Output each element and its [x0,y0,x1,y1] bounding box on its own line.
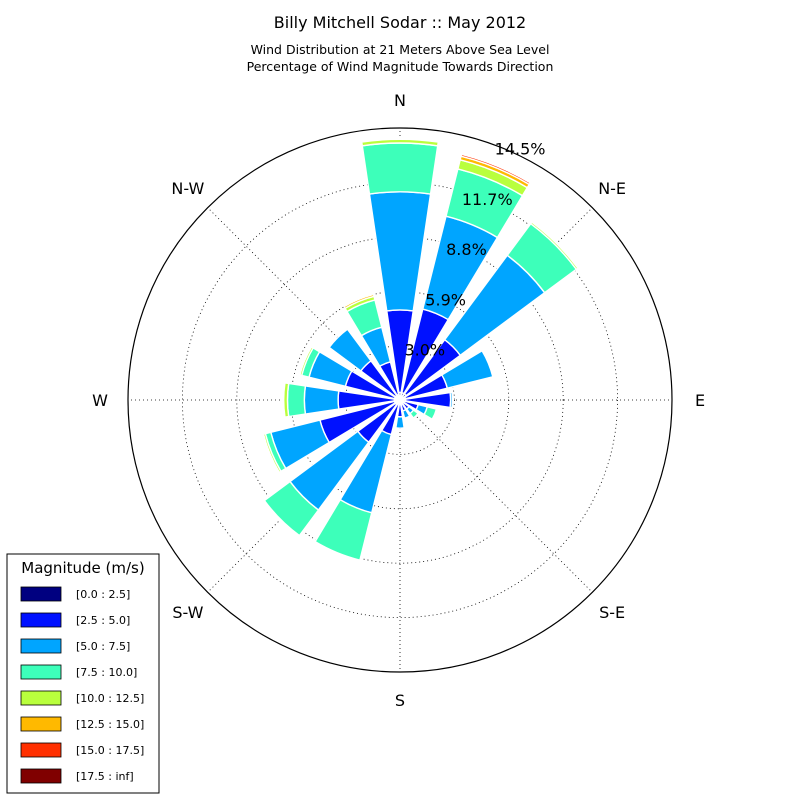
direction-label-n-w: N-W [171,179,204,198]
wedge-sector-0-bin-4 [360,138,440,147]
direction-label-e: E [695,391,705,410]
wind-bars [262,138,579,561]
wedge-sector-1-bin-6 [460,153,532,186]
direction-label-n-e: N-E [598,179,626,198]
legend-label-3: [7.5 : 10.0] [76,666,137,679]
legend-swatch-0 [20,586,62,602]
legend-swatch-7 [20,768,62,784]
legend-label-5: [12.5 : 15.0] [76,718,144,731]
legend-label-7: [17.5 : inf] [76,770,134,783]
direction-label-s-e: S-E [599,603,625,622]
polar-ring-0 [345,345,455,455]
ring-label-1: 5.9% [425,290,466,309]
wedge-sector-12-bin-2 [303,385,340,415]
legend: Magnitude (m/s) [0.0 : 2.5] [2.5 : 5.0] [5… [6,553,160,794]
direction-label-w: W [92,391,108,410]
legend-swatch-6 [20,742,62,758]
chart-subtitle-line-1: Wind Distribution at 21 Meters Above Sea… [251,42,550,57]
legend-label-2: [5.0 : 7.5] [76,640,130,653]
chart-title: Billy Mitchell Sodar :: May 2012 [274,13,526,32]
wedge-sector-12-bin-3 [286,382,307,418]
legend-items: [0.0 : 2.5] [2.5 : 5.0] [5.0 : 7.5] [7.5 : … [20,586,144,784]
chart-subtitle-line-2: Percentage of Wind Magnitude Towards Dir… [247,59,554,74]
wedge-sector-11-bin-4 [262,432,282,474]
legend-swatch-4 [20,690,62,706]
wedge-sector-6-bin-3 [409,409,420,420]
legend-swatch-5 [20,716,62,732]
legend-label-4: [10.0 : 12.5] [76,692,144,705]
ring-label-2: 8.8% [446,240,487,259]
ring-label-3: 11.7% [462,190,513,209]
legend-label-1: [2.5 : 5.0] [76,614,130,627]
legend-title: Magnitude (m/s) [21,559,144,577]
wedge-sector-14-bin-2 [328,328,372,372]
polar-outer-circle [127,127,673,673]
ring-label-4: 14.5% [495,140,546,159]
wedge-sector-2-bin-4 [529,221,579,271]
legend-swatch-3 [20,664,62,680]
wedge-sector-4-bin-2 [449,391,454,409]
wedge-sector-12-bin-4 [282,382,290,418]
wedge-sector-0-bin-2 [368,191,432,312]
wedge-sector-15-bin-5 [343,293,375,310]
direction-label-s-w: S-W [172,603,203,622]
polar-ring-3 [181,181,619,619]
legend-swatch-2 [20,638,62,654]
wedge-sector-3-bin-2 [440,349,494,389]
polar-spoke-3 [399,399,593,593]
wedge-sector-5-bin-3 [423,405,438,421]
direction-label-n: N [394,91,406,110]
legend-label-0: [0.0 : 2.5] [76,588,130,601]
wedge-sector-10-bin-3 [263,480,320,537]
legend-swatch-1 [20,612,62,628]
ring-label-0: 3.0% [404,341,445,360]
wedge-sector-8-bin-2 [395,415,405,429]
wedge-sector-13-bin-4 [299,345,315,377]
wedge-sector-0-bin-3 [361,142,439,195]
polar-spoke-7 [207,207,401,401]
direction-label-s: S [395,691,405,710]
wedge-sector-7-bin-2 [401,408,411,420]
wedge-sector-9-bin-3 [314,498,373,561]
legend-label-6: [15.0 : 17.5] [76,744,144,757]
polar-labels: N N-E E S-E S S-W W N-W 3.0% 5.9% 8.8% 11.7% 14.5% [92,91,705,710]
